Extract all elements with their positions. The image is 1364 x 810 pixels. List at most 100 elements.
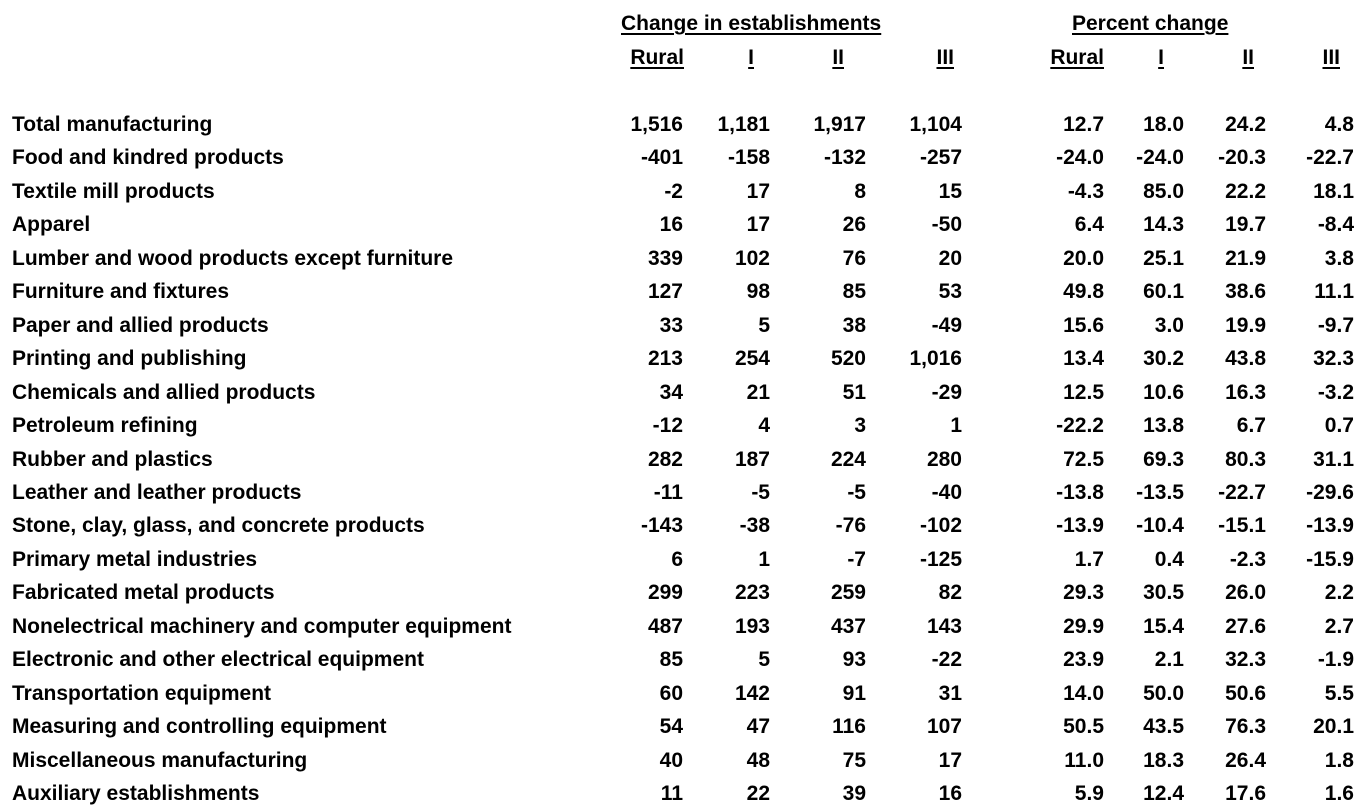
cell-change-iii: 1,016 [909, 347, 962, 371]
cell-percent-iii: -29.6 [1306, 480, 1354, 504]
cell-percent-rural: 29.3 [1063, 581, 1104, 605]
cell-percent-i: 0.4 [1154, 547, 1184, 571]
cell-change-i: 142 [734, 681, 770, 705]
cell-change-i: -5 [751, 480, 770, 504]
cell-percent-i: 3.0 [1154, 313, 1184, 337]
cell-change-rural: 1,516 [630, 113, 683, 136]
cell-percent-iii: -3.2 [1317, 380, 1354, 404]
cell-change-rural: 16 [659, 213, 683, 237]
cell-change-iii: -125 [919, 547, 962, 571]
cell-change-i: 1 [758, 547, 770, 571]
cell-percent-iii: -8.4 [1317, 213, 1354, 237]
cell-percent-rural: -13.8 [1056, 480, 1104, 504]
cell-change-ii: 437 [830, 614, 866, 638]
cell-percent-iii: 5.5 [1324, 681, 1354, 705]
cell-percent-ii: 50.6 [1225, 681, 1266, 705]
cell-change-iii: 1,104 [909, 113, 962, 136]
table-row: Electronic and other electrical equipmen… [0, 643, 1364, 676]
table-row: Stone, clay, glass, and concrete product… [0, 509, 1364, 542]
cell-change-iii: 107 [926, 715, 962, 739]
row-label: Textile mill products [12, 179, 215, 203]
header-percent-change: Percent change [1072, 12, 1229, 35]
row-label: Transportation equipment [12, 681, 272, 705]
table-row: Apparel 16 17 26 -50 6.4 14.3 19.7 -8.4 [0, 208, 1364, 241]
cell-change-iii: -257 [919, 146, 962, 170]
cell-percent-ii: 16.3 [1225, 380, 1266, 404]
table-row: Primary metal industries 6 1 -7 -125 1.7 0.4 -2… [0, 543, 1364, 576]
cell-percent-rural: -4.3 [1067, 179, 1104, 203]
cell-change-iii: 20 [938, 246, 962, 270]
cell-change-rural: 487 [647, 614, 683, 638]
cell-change-i: 47 [746, 715, 770, 739]
cell-change-rural: 54 [659, 715, 683, 739]
cell-percent-i: 85.0 [1143, 179, 1184, 203]
cell-change-ii: 116 [832, 715, 866, 739]
cell-percent-ii: 76.3 [1225, 715, 1266, 739]
cell-percent-ii: 27.6 [1225, 614, 1266, 638]
cell-percent-i: 10.6 [1143, 380, 1184, 404]
table-row: Nonelectrical machinery and computer equ… [0, 610, 1364, 643]
header-change-in-establishments: Change in establishments [621, 12, 882, 35]
cell-change-rural: 11 [660, 782, 683, 805]
cell-change-ii: 259 [830, 581, 866, 605]
cell-percent-rural: -24.0 [1056, 146, 1104, 170]
cell-change-rural: 85 [659, 648, 683, 672]
cell-change-rural: -11 [653, 480, 683, 504]
cell-percent-iii: -1.9 [1317, 648, 1354, 672]
table-row: Chemicals and allied products 34 21 51 -29 12… [0, 376, 1364, 409]
table-row: Textile mill products -2 17 8 15 -4.3 85.0 22.2… [0, 175, 1364, 208]
cell-change-rural: 33 [659, 313, 683, 337]
cell-percent-rural: 49.8 [1063, 280, 1104, 304]
cell-change-ii: 51 [842, 380, 866, 404]
cell-change-ii: 38 [842, 313, 866, 337]
cell-change-ii: 75 [842, 748, 866, 772]
col-header-percent-ii: II [1242, 46, 1254, 69]
cell-percent-iii: 3.8 [1324, 246, 1354, 270]
col-header-change-iii: III [936, 46, 954, 69]
cell-change-iii: -40 [931, 480, 962, 504]
cell-percent-i: 43.5 [1143, 715, 1184, 739]
row-label: Electronic and other electrical equipmen… [12, 648, 424, 672]
cell-percent-i: 14.3 [1143, 213, 1184, 237]
cell-change-rural: 34 [659, 380, 683, 404]
cell-change-rural: 299 [647, 581, 683, 605]
cell-percent-iii: 20.1 [1313, 715, 1354, 739]
cell-change-rural: 213 [647, 347, 683, 371]
row-label: Furniture and fixtures [12, 280, 230, 304]
cell-percent-i: 30.2 [1143, 347, 1184, 371]
cell-percent-rural: 50.5 [1063, 715, 1104, 739]
cell-change-ii: 224 [830, 447, 866, 471]
cell-change-ii: -5 [847, 480, 866, 504]
cell-percent-ii: 6.7 [1236, 414, 1266, 438]
row-label: Total manufacturing [12, 113, 213, 136]
cell-percent-ii: 26.4 [1225, 748, 1266, 772]
cell-percent-rural: 20.0 [1063, 246, 1104, 270]
cell-change-i: 5 [758, 648, 770, 672]
cell-percent-iii: 2.2 [1324, 581, 1354, 605]
cell-percent-i: -24.0 [1136, 146, 1184, 170]
cell-change-rural: -401 [640, 146, 683, 170]
cell-percent-iii: -13.9 [1306, 514, 1354, 538]
cell-percent-ii: 19.9 [1225, 313, 1266, 337]
table-row: Paper and allied products 33 5 38 -49 15.6 3.0… [0, 309, 1364, 342]
cell-percent-ii: 17.6 [1225, 782, 1266, 805]
row-label: Leather and leather products [12, 480, 302, 504]
cell-change-ii: -7 [847, 547, 866, 571]
cell-percent-iii: 11.1 [1314, 280, 1354, 304]
cell-percent-iii: 31.1 [1313, 447, 1354, 471]
cell-change-i: 98 [746, 280, 770, 304]
table-row: Lumber and wood products except furnitur… [0, 242, 1364, 275]
row-label: Chemicals and allied products [12, 380, 316, 404]
cell-percent-i: 30.5 [1143, 581, 1184, 605]
row-label: Primary metal industries [12, 547, 258, 571]
cell-change-iii: -50 [931, 213, 962, 237]
cell-percent-rural: 15.6 [1063, 313, 1104, 337]
row-label: Paper and allied products [12, 313, 269, 337]
cell-percent-ii: 26.0 [1225, 581, 1266, 605]
cell-change-ii: 85 [842, 280, 866, 304]
cell-percent-rural: 13.4 [1063, 347, 1104, 371]
cell-percent-i: 18.0 [1143, 113, 1184, 136]
cell-change-i: 17 [746, 179, 770, 203]
cell-change-ii: 91 [842, 681, 866, 705]
cell-change-iii: -22 [931, 648, 962, 672]
